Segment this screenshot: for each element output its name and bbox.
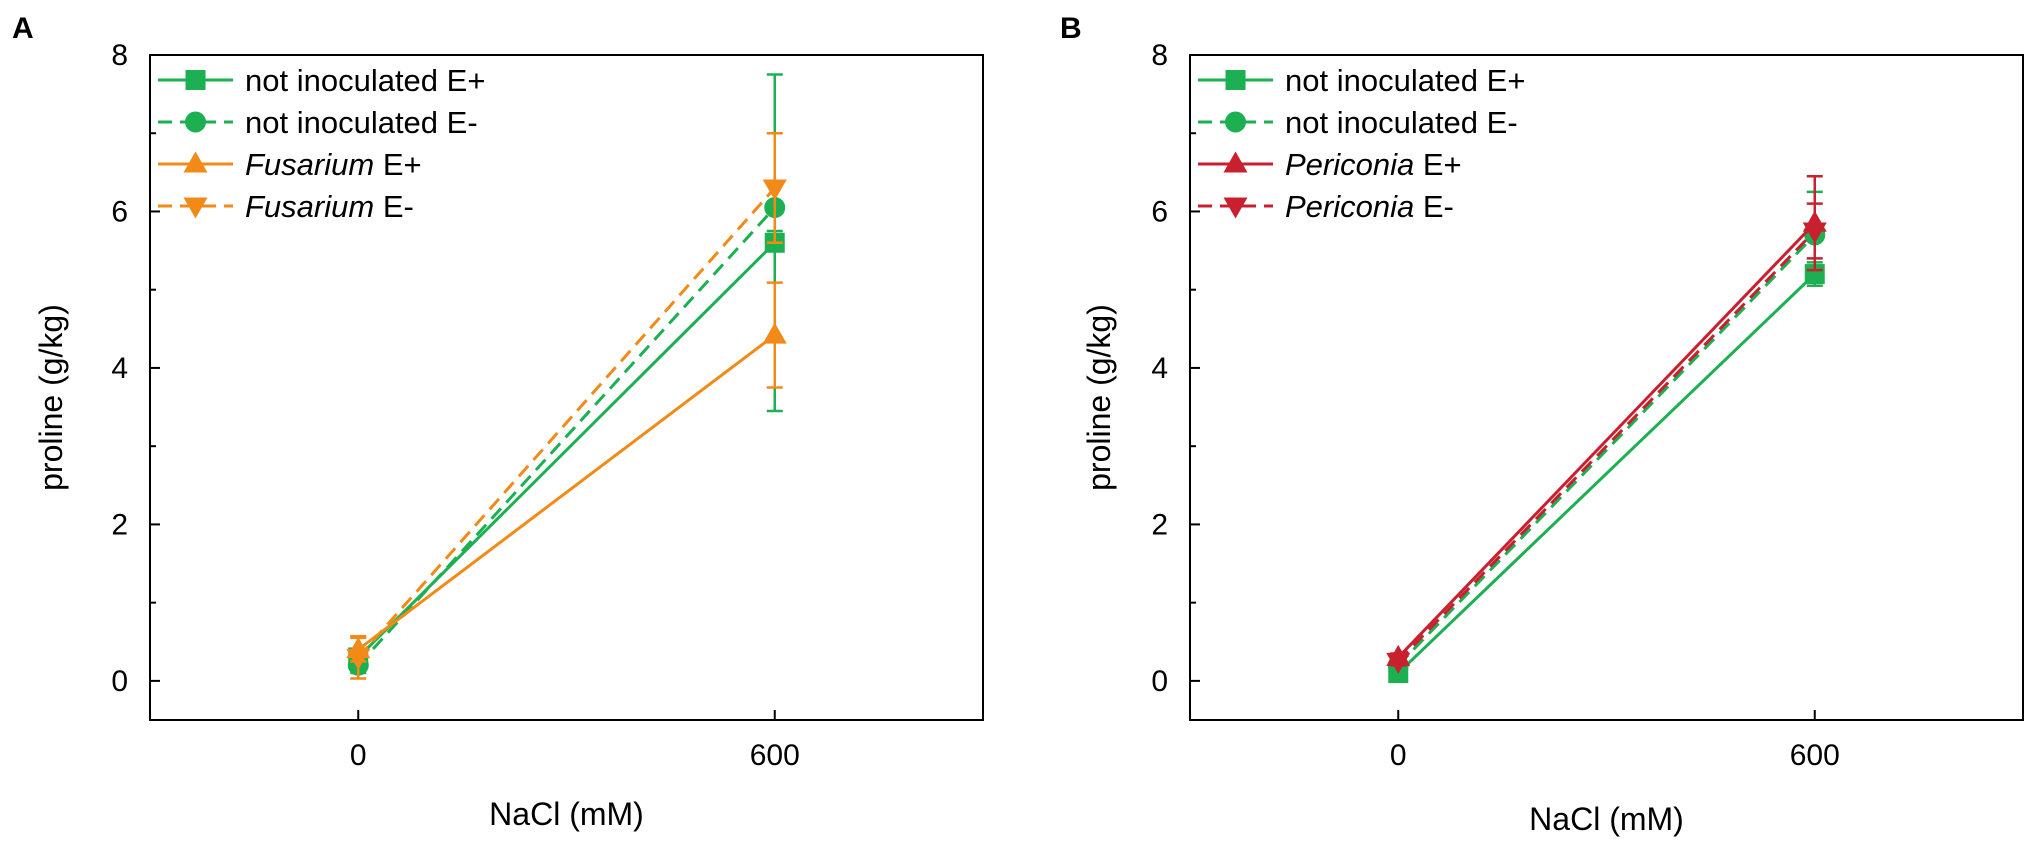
legend-label-rest: E- — [1414, 189, 1454, 224]
legend-label-rest: E- — [374, 189, 414, 224]
data-point — [1386, 652, 1411, 674]
legend-label: not inoculated E+ — [1285, 63, 1525, 98]
data-point — [762, 179, 787, 201]
legend-label: Fusarium E- — [245, 189, 414, 224]
y-tick-label: 8 — [1151, 39, 1168, 72]
panel-letter: A — [12, 12, 34, 45]
legend-label-rest: E+ — [374, 147, 421, 182]
legend-label-italic: Periconia — [1285, 147, 1414, 182]
series-line — [357, 333, 776, 651]
series-line — [1397, 233, 1816, 667]
plot-frame — [1189, 54, 2024, 721]
legend-marker — [183, 151, 208, 173]
legend-marker — [1225, 111, 1246, 133]
series-line — [1397, 272, 1816, 675]
y-tick-label: 0 — [111, 665, 128, 698]
legend-marker — [1223, 197, 1248, 219]
chart-panel-b: B 0 2 4 6 8 0 600 NaCl (mM) proline (g/kg) not ino… — [1060, 12, 2024, 837]
x-axis-title: NaCl (mM) — [1529, 801, 1684, 837]
legend-label: not inoculated E- — [1285, 105, 1518, 140]
y-tick-label: 4 — [1151, 352, 1168, 385]
y-tick-label: 8 — [111, 39, 128, 72]
legend-item: not inoculated E- — [1198, 105, 1518, 140]
data-point — [1802, 222, 1827, 244]
series-4 — [346, 131, 787, 680]
legend-marker — [185, 111, 206, 133]
legend-item: Periconia E+ — [1198, 147, 1462, 182]
series-1 — [1388, 261, 1825, 684]
legend-label: Periconia E+ — [1285, 147, 1462, 182]
legend-item: not inoculated E+ — [158, 63, 485, 98]
data-point — [346, 648, 371, 670]
y-tick-label: 6 — [1151, 195, 1168, 228]
x-tick-label: 600 — [750, 739, 800, 772]
y-tick-label: 2 — [1151, 508, 1168, 541]
legend-label: not inoculated E- — [245, 105, 478, 140]
legend-item: Fusarium E+ — [158, 147, 422, 182]
y-tick-label: 0 — [1151, 665, 1168, 698]
legend-marker — [1225, 70, 1246, 90]
series-line — [357, 187, 776, 659]
data-point — [762, 322, 787, 344]
legend-marker — [185, 70, 206, 90]
legend: not inoculated E+ not inoculated E- Perico… — [1198, 63, 1525, 224]
legend-marker — [1223, 151, 1248, 173]
legend-label-italic: Fusarium — [245, 189, 374, 224]
legend-label-italic: Fusarium — [245, 147, 374, 182]
legend-label: Periconia E- — [1285, 189, 1454, 224]
legend-marker — [183, 197, 208, 219]
legend-label: not inoculated E+ — [245, 63, 485, 98]
y-tick-label: 4 — [111, 352, 128, 385]
series-line — [357, 241, 776, 659]
y-axis-title: proline (g/kg) — [1081, 304, 1117, 491]
series-line — [1397, 229, 1816, 663]
legend-label: Fusarium E+ — [245, 147, 422, 182]
y-tick-label: 6 — [111, 195, 128, 228]
y-axis-title: proline (g/kg) — [33, 304, 69, 491]
series-2 — [1387, 190, 1826, 676]
x-tick-label: 0 — [350, 739, 367, 772]
legend-item: not inoculated E- — [158, 105, 478, 140]
y-tick-label: 2 — [111, 508, 128, 541]
legend-item: Periconia E- — [1198, 189, 1454, 224]
chart-panel-a: A 0 2 4 6 8 0 600 NaCl (mM) proline (g/kg) not ino… — [12, 12, 984, 832]
legend-item: Fusarium E- — [158, 189, 414, 224]
legend-item: not inoculated E+ — [1198, 63, 1525, 98]
panel-letter: B — [1060, 12, 1082, 45]
legend: not inoculated E+ not inoculated E- Fusari… — [158, 63, 485, 224]
plot-frame — [149, 54, 984, 721]
legend-label-rest: E+ — [1414, 147, 1461, 182]
series-3 — [1386, 175, 1827, 666]
x-tick-label: 600 — [1790, 739, 1840, 772]
series-4 — [1386, 202, 1827, 674]
legend-label-italic: Periconia — [1285, 189, 1414, 224]
x-tick-label: 0 — [1390, 739, 1407, 772]
series-line — [1397, 222, 1816, 659]
x-axis-title: NaCl (mM) — [489, 796, 644, 832]
series-line — [357, 206, 776, 667]
